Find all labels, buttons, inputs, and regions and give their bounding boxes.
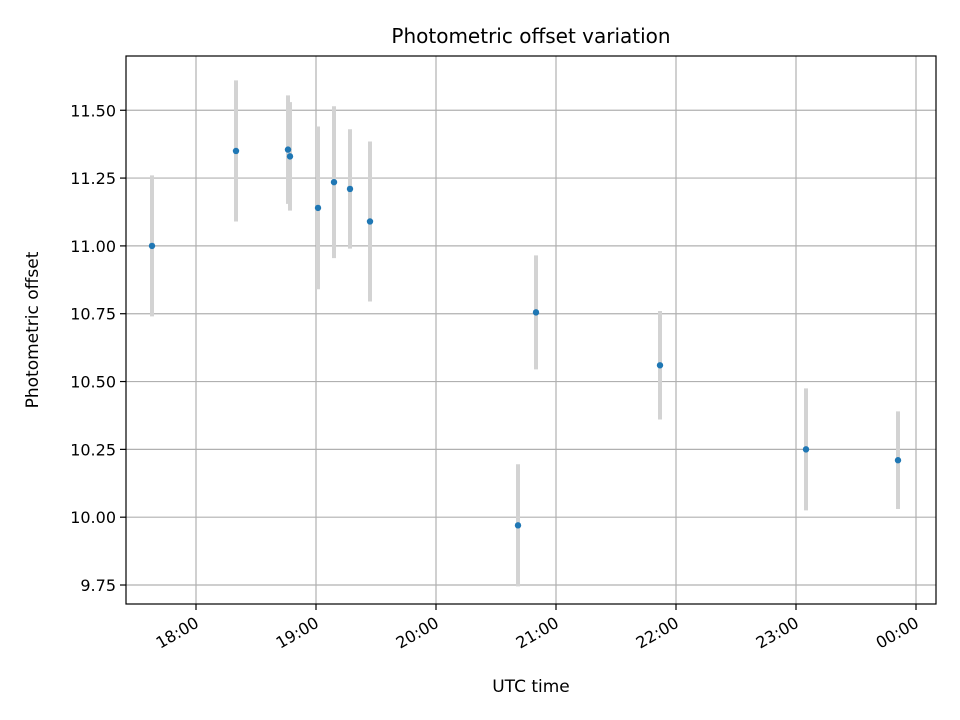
data-point: [286, 153, 294, 160]
chart-title: Photometric offset variation: [391, 24, 670, 48]
data-points: [148, 146, 902, 529]
y-tick-label: 10.50: [70, 373, 116, 392]
x-tick-label: 19:00: [273, 613, 322, 653]
y-axis-ticks: 9.75 10.00 10.25 10.50 10.75 11.00 11.25 11.50: [70, 101, 126, 595]
x-tick-label: 22:00: [633, 613, 682, 653]
data-point: [532, 309, 540, 316]
data-point: [330, 178, 338, 186]
x-tick-label: 00:00: [873, 613, 922, 653]
x-axis-ticks: 18:00 19:00 20:00 21:00 22:00 23:00 00:00: [153, 604, 922, 653]
data-point: [802, 446, 810, 453]
x-axis-label: UTC time: [492, 677, 570, 697]
x-tick-label: 23:00: [753, 613, 802, 653]
y-tick-label: 11.25: [70, 169, 116, 188]
x-tick-label: 21:00: [513, 613, 562, 653]
data-point: [894, 457, 902, 464]
y-tick-label: 10.00: [70, 508, 116, 527]
y-tick-label: 10.75: [70, 305, 116, 324]
data-point: [514, 522, 522, 529]
y-tick-label: 10.25: [70, 440, 116, 459]
data-point: [284, 146, 292, 153]
plot-frame: [125, 55, 937, 605]
data-point: [346, 185, 354, 193]
x-tick-label: 18:00: [153, 613, 202, 653]
grid: [126, 56, 936, 604]
data-point: [314, 204, 322, 212]
y-tick-label: 11.00: [70, 237, 116, 256]
error-bars: [150, 80, 900, 587]
data-point: [148, 242, 156, 250]
x-tick-label: 20:00: [393, 613, 442, 653]
data-point: [232, 147, 240, 155]
data-point: [656, 362, 664, 369]
y-tick-label: 11.50: [70, 101, 116, 120]
y-axis-label: Photometric offset: [23, 251, 43, 408]
y-tick-label: 9.75: [80, 576, 116, 595]
data-point: [366, 218, 374, 225]
